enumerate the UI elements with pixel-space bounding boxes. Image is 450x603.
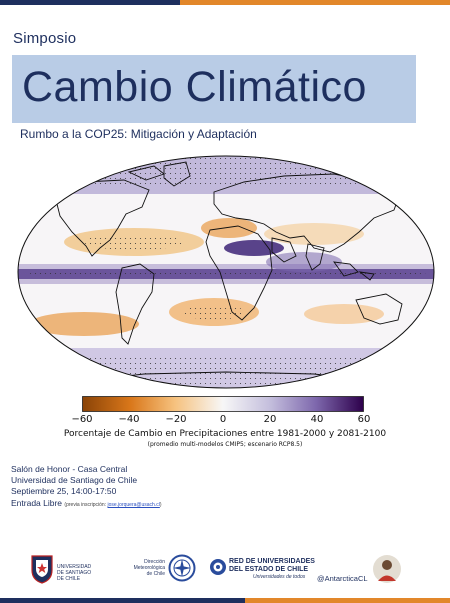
colorbar-ticks: −60 −40 −20 0 20 40 60 — [60, 414, 390, 428]
event-date: Septiembre 25, 14:00-17:50 — [11, 486, 117, 497]
event-entry-row: Entrada Libre (previa inscripción: jose.… — [11, 498, 162, 511]
bottom-accent-navy — [0, 598, 245, 603]
colorbar-caption: Porcentaje de Cambio en Precipitaciones … — [63, 429, 387, 439]
colorbar-tick: −40 — [118, 414, 140, 425]
colorbar — [82, 396, 364, 412]
registration-prefix: (previa inscripción: — [64, 501, 108, 508]
colorbar-tick: 20 — [263, 414, 277, 425]
antarctica-avatar — [373, 555, 401, 583]
event-info: Salón de Honor - Casa Central Universida… — [11, 464, 162, 511]
top-accent-orange — [180, 0, 450, 5]
colorbar-tick: −20 — [165, 414, 187, 425]
dmc-line: Dirección — [144, 559, 165, 565]
colorbar-tick: 40 — [310, 414, 324, 425]
page-subtitle: Rumbo a la COP25: Mitigación y Adaptació… — [20, 127, 257, 141]
colorbar-tick: 0 — [219, 414, 227, 425]
usach-wordmark: UNIVERSIDAD DE SANTIAGO DE CHILE — [57, 564, 91, 582]
red-line: DEL ESTADO DE CHILE — [229, 565, 309, 573]
red-wordmark: RED DE UNIVERSIDADES DEL ESTADO DE CHILE — [229, 558, 315, 573]
event-university: Universidad de Santiago de Chile — [11, 475, 138, 486]
red-line: RED DE UNIVERSIDADES — [229, 558, 315, 565]
red-universidades-icon — [210, 559, 226, 575]
twitter-handle[interactable]: @AntarcticaCL — [317, 574, 368, 583]
bottom-accent-bar — [0, 598, 450, 603]
dmc-wordmark: Dirección Meteorológica de Chile — [131, 559, 165, 577]
dmc-compass-icon — [168, 554, 196, 582]
event-entry: Entrada Libre — [11, 497, 63, 508]
usach-crest-icon — [31, 555, 53, 584]
event-kicker: Simposio — [13, 30, 77, 47]
sponsor-logos: UNIVERSIDAD DE SANTIAGO DE CHILE Direcci… — [0, 548, 450, 594]
red-tagline: Universidades de todos — [253, 574, 306, 580]
dmc-line: de Chile — [146, 571, 165, 577]
dmc-line: Meteorológica — [133, 565, 165, 571]
colorbar-tick: 60 — [357, 414, 371, 425]
usach-line: UNIVERSIDAD — [57, 564, 92, 570]
colorbar-note: (promedio multi-modelos CMIP5; escenario… — [147, 441, 303, 448]
precipitation-change-map — [17, 155, 435, 389]
registration-suffix: ) — [159, 501, 162, 508]
bottom-accent-orange — [245, 598, 450, 603]
colorbar-tick: −60 — [71, 414, 93, 425]
usach-line: DE SANTIAGO — [57, 570, 92, 576]
event-venue: Salón de Honor - Casa Central — [11, 464, 128, 474]
usach-line: DE CHILE — [57, 576, 81, 582]
page-title: Cambio Climático — [22, 63, 367, 111]
top-accent-navy — [0, 0, 180, 5]
registration-email-link[interactable]: jose.jorquera@usach.cl — [107, 501, 160, 508]
title-band — [12, 55, 416, 123]
top-accent-bar — [0, 0, 450, 5]
